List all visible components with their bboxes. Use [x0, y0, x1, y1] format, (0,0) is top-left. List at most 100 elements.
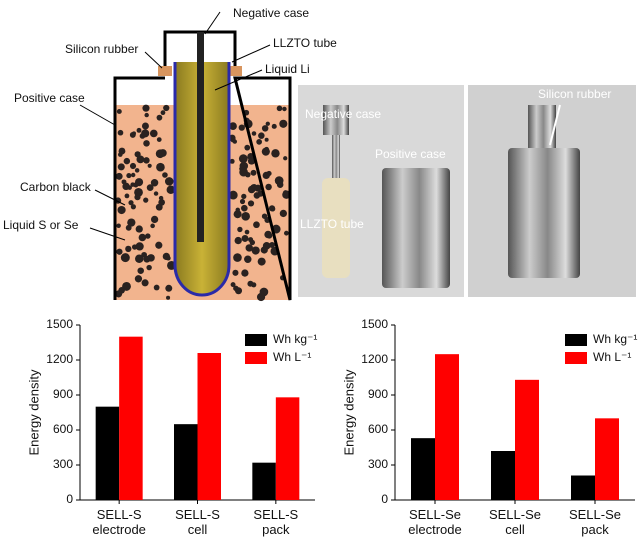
dot: [232, 269, 239, 276]
dot: [235, 207, 241, 213]
dot: [143, 197, 149, 203]
dot: [134, 168, 140, 173]
dot: [271, 149, 280, 158]
rubber: [228, 66, 242, 76]
dot: [130, 204, 136, 210]
dot: [251, 131, 257, 136]
legend-label: Wh L⁻¹: [593, 350, 631, 364]
dot: [149, 129, 158, 138]
dot: [116, 248, 123, 255]
dot: [131, 244, 138, 250]
y-tick-label: 300: [368, 457, 388, 471]
y-tick-label: 0: [66, 492, 73, 506]
dot: [150, 223, 155, 229]
label: Liquid Li: [265, 62, 310, 76]
y-tick-label: 1500: [46, 317, 73, 331]
dot: [238, 154, 248, 164]
dot: [146, 184, 154, 192]
label: Negative case: [233, 6, 309, 20]
dot: [261, 125, 269, 132]
dot: [256, 292, 266, 302]
dot: [134, 194, 141, 201]
dot: [116, 108, 122, 114]
dot: [276, 105, 283, 112]
dot: [117, 163, 125, 171]
y-tick-label: 1500: [361, 317, 388, 331]
dot: [137, 267, 144, 274]
y-tick-label: 600: [53, 422, 73, 436]
dot: [233, 253, 242, 262]
dot: [270, 206, 276, 212]
leader: [94, 189, 126, 206]
label: Positive case: [375, 147, 446, 161]
dot: [241, 269, 249, 277]
dot: [117, 129, 124, 136]
dot: [234, 236, 242, 245]
dot: [155, 149, 165, 159]
dot: [146, 264, 152, 271]
dot: [261, 213, 268, 219]
x-tick-label: SELL-Se electrode: [408, 507, 461, 537]
dot: [115, 172, 123, 180]
dot: [256, 139, 262, 145]
dot: [244, 229, 250, 235]
dot: [165, 255, 171, 261]
dot: [134, 275, 143, 283]
dot: [241, 193, 247, 199]
dot: [156, 162, 165, 172]
leader: [79, 104, 116, 126]
dot: [250, 169, 257, 176]
dot: [144, 112, 149, 118]
dot: [141, 131, 148, 138]
dot: [232, 139, 238, 144]
x-tick-label: SELL-Se cell: [489, 507, 541, 537]
y-axis-label: Energy density: [341, 369, 356, 455]
dot: [128, 200, 134, 206]
dot: [283, 230, 289, 236]
label: Negative case: [305, 107, 381, 121]
dot: [279, 209, 287, 218]
dot: [120, 253, 130, 263]
dot: [251, 246, 260, 255]
dot: [248, 237, 254, 243]
dot: [135, 225, 143, 233]
y-tick-label: 900: [53, 387, 73, 401]
dot: [264, 230, 272, 239]
dot: [247, 200, 255, 207]
dot: [147, 254, 155, 262]
dot: [253, 221, 260, 229]
dot: [276, 181, 284, 188]
legend-label: Wh kg⁻¹: [273, 332, 317, 346]
label: LLZTO tube: [300, 217, 364, 231]
dot: [153, 191, 159, 196]
bar: [595, 418, 619, 500]
dot: [166, 295, 171, 300]
x-tick-label: SELL-S cell: [175, 507, 220, 537]
dot: [244, 255, 252, 263]
dot: [153, 284, 160, 291]
dot: [130, 172, 136, 178]
x-tick-label: SELL-S electrode: [92, 507, 145, 537]
dot: [237, 226, 243, 233]
photos: Negative case Positive case LLZTO tube S…: [298, 85, 636, 297]
dot: [282, 190, 291, 199]
label: Carbon black: [20, 180, 92, 194]
dot: [115, 290, 123, 298]
dot: [155, 241, 163, 249]
dot: [135, 242, 144, 251]
dot: [245, 244, 253, 252]
legend-swatch: [245, 334, 267, 346]
dot: [123, 157, 131, 165]
x-tick-label: SELL-S pack: [253, 507, 298, 537]
y-tick-label: 300: [53, 457, 73, 471]
dot: [244, 144, 251, 151]
dot: [142, 104, 150, 112]
bar: [174, 424, 198, 500]
dot: [116, 223, 121, 228]
y-tick-label: 1200: [361, 352, 388, 366]
bar: [515, 379, 539, 500]
y-axis-label: Energy density: [26, 369, 41, 455]
dot: [269, 242, 276, 248]
dot: [239, 166, 244, 171]
